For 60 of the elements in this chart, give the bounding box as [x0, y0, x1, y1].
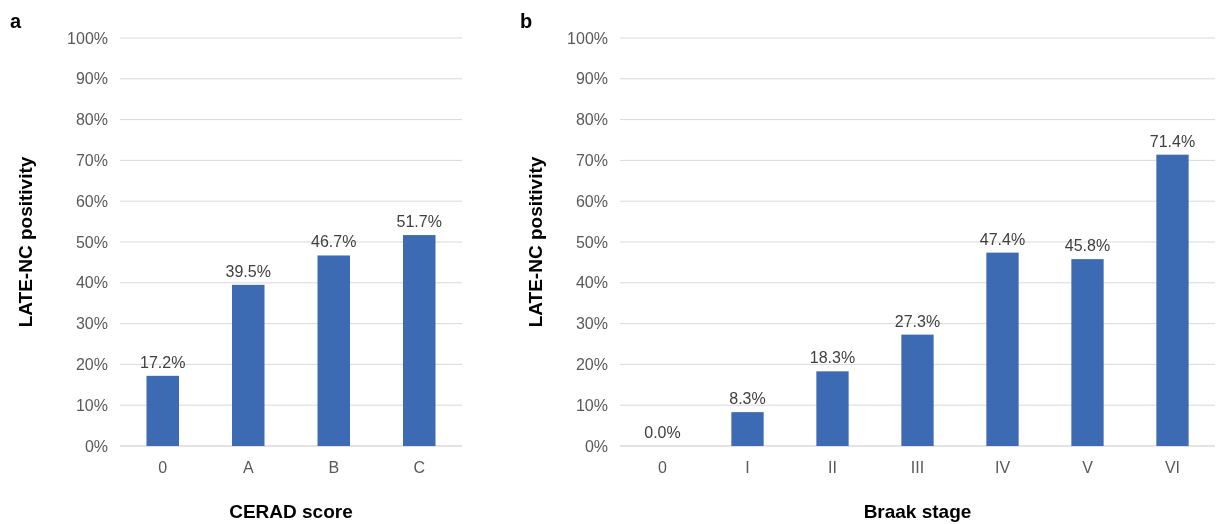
- data-label: 46.7%: [311, 233, 357, 251]
- x-axis-title: CERAD score: [229, 501, 353, 522]
- x-tick-label: V: [1082, 459, 1094, 477]
- data-label: 39.5%: [225, 262, 271, 280]
- chart-title: b: [520, 10, 533, 32]
- y-tick-label: 70%: [575, 152, 608, 170]
- y-tick-label: 90%: [575, 70, 608, 88]
- y-tick-label: 10%: [575, 396, 608, 414]
- x-tick-label: II: [828, 459, 837, 477]
- data-label: 18.3%: [809, 349, 856, 367]
- y-tick-label: 20%: [575, 356, 608, 374]
- data-label: 51.7%: [396, 213, 442, 231]
- data-label: 17.2%: [140, 353, 186, 371]
- y-tick-label: 80%: [575, 111, 608, 129]
- data-label: 27.3%: [894, 312, 941, 330]
- x-tick-label: IV: [994, 459, 1011, 477]
- bar: [403, 235, 436, 446]
- y-tick-label: 60%: [575, 192, 608, 210]
- x-tick-label: 0: [658, 459, 668, 477]
- y-tick-label: 40%: [575, 274, 608, 292]
- y-tick-label: 0%: [584, 437, 608, 455]
- data-label: 47.4%: [979, 230, 1026, 248]
- data-label: 45.8%: [1064, 237, 1111, 255]
- y-tick-label: 70%: [75, 152, 108, 170]
- y-tick-label: 30%: [75, 315, 108, 333]
- y-tick-label: 20%: [75, 356, 108, 374]
- data-label: 8.3%: [729, 390, 766, 408]
- y-tick-label: 100%: [567, 29, 608, 47]
- bar: [731, 412, 764, 446]
- y-tick-label: 90%: [75, 70, 108, 88]
- y-tick-label: 50%: [575, 233, 608, 251]
- y-tick-label: 60%: [75, 192, 108, 210]
- y-tick-label: 40%: [75, 274, 108, 292]
- bar: [232, 284, 265, 446]
- bar: [317, 255, 350, 446]
- x-tick-label: C: [413, 459, 426, 477]
- data-label: 71.4%: [1149, 132, 1196, 150]
- x-tick-label: A: [242, 459, 254, 477]
- y-tick-label: 0%: [84, 437, 108, 455]
- y-axis-title: LATE-NC positivity: [525, 156, 546, 328]
- x-tick-label: VI: [1164, 459, 1181, 477]
- x-tick-label: 0: [158, 459, 168, 477]
- bar: [901, 334, 934, 446]
- bar: [1156, 154, 1189, 446]
- bar: [816, 371, 849, 446]
- x-axis-title: Braak stage: [863, 501, 972, 522]
- bar: [986, 252, 1019, 446]
- chart-title: a: [10, 10, 22, 32]
- y-tick-label: 10%: [75, 396, 108, 414]
- bar: [1071, 259, 1104, 446]
- x-tick-label: I: [745, 459, 750, 477]
- bar: [146, 375, 179, 446]
- y-tick-label: 100%: [67, 29, 108, 47]
- data-label: 0.0%: [644, 424, 681, 441]
- x-tick-label: III: [910, 459, 925, 477]
- y-axis-title: LATE-NC positivity: [15, 156, 36, 328]
- y-tick-label: 50%: [75, 233, 108, 251]
- y-tick-label: 80%: [75, 111, 108, 129]
- x-tick-label: B: [328, 459, 340, 477]
- y-tick-label: 30%: [575, 315, 608, 333]
